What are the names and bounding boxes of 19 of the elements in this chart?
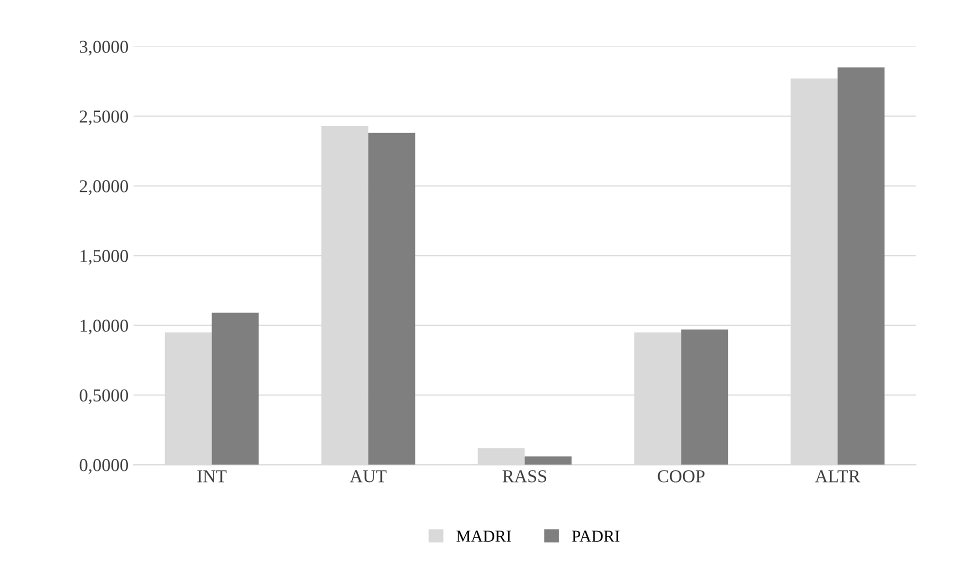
x-tick-label: AUT <box>350 470 386 482</box>
y-tick-label: 1,5000 <box>80 250 128 265</box>
y-tick-label: 1,0000 <box>80 320 128 334</box>
y-tick-label: 3,0000 <box>80 40 128 56</box>
legend-label: MADRI <box>456 530 511 542</box>
bar <box>368 132 416 465</box>
x-tick-label: INT <box>197 470 227 482</box>
y-tick-label: 0,0000 <box>80 459 128 474</box>
x-tick-label: ALTR <box>815 470 860 482</box>
x-tick-label: RASS <box>502 470 546 482</box>
y-tick-label: 2,0000 <box>80 180 128 195</box>
bar <box>838 67 885 465</box>
legend-label: PADRI <box>572 530 620 542</box>
bar <box>681 330 728 465</box>
y-tick-label: 0,5000 <box>80 389 128 404</box>
x-tick-label: COOP <box>658 470 705 482</box>
bar <box>212 312 259 465</box>
bar <box>524 456 572 465</box>
y-tick-label: 2,5000 <box>80 110 128 126</box>
